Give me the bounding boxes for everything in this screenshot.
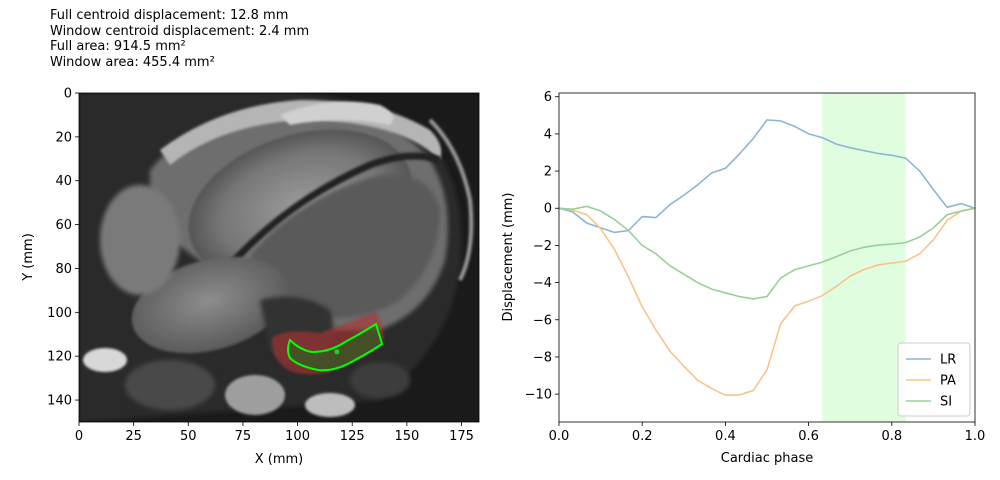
image-y-tick-label: 140 — [47, 394, 72, 409]
plot-x-tick-label: 0.0 — [549, 429, 570, 444]
image-y-tick-label: 120 — [47, 350, 72, 365]
image-y-axis-label: Y (mm) — [21, 233, 36, 282]
legend-label-lr: LR — [940, 353, 956, 368]
image-y-tick-label: 0 — [64, 87, 72, 102]
series-line-pa — [558, 207, 976, 396]
full-area-text: Full area: 914.5 mm² — [50, 39, 186, 54]
plot-x-tick-label: 0.8 — [881, 429, 902, 444]
displacement-plot — [558, 93, 976, 422]
image-x-axis-label: X (mm) — [255, 452, 304, 467]
metrics-text-block: Full centroid displacement: 12.8 mm Wind… — [50, 8, 309, 70]
plot-x-tick-label: 0.2 — [632, 429, 653, 444]
plot-y-tick-label: 0 — [544, 202, 552, 217]
series-line-si — [558, 205, 976, 300]
image-x-tick-label: 125 — [340, 429, 365, 444]
series-line-lr — [558, 119, 976, 234]
plot-x-tick-label: 0.4 — [715, 429, 736, 444]
centroid-marker — [334, 349, 340, 355]
legend: LR PA SI — [897, 342, 971, 417]
plot-x-tick-label: 1.0 — [965, 429, 986, 444]
plot-y-tick-label: −2 — [533, 239, 552, 254]
plot-y-axis-label: Displacement (mm) — [501, 193, 516, 322]
image-axes-frame — [78, 92, 480, 423]
legend-label-pa: PA — [940, 374, 956, 389]
image-axes-ticks: 0 25 50 75 100 125 150 175 0 20 40 60 80 100 120 140 — [47, 87, 474, 445]
plot-y-tick-label: 2 — [544, 165, 552, 180]
image-y-tick-label: 40 — [55, 174, 72, 189]
plot-axes-frame — [558, 92, 976, 423]
full-centroid-displacement-text: Full centroid displacement: 12.8 mm — [50, 8, 289, 23]
image-x-tick-label: 150 — [394, 429, 419, 444]
plot-y-tick-label: −4 — [533, 276, 552, 291]
plot-x-tick-label: 0.6 — [798, 429, 819, 444]
window-contour — [287, 322, 384, 372]
image-y-tick-label: 20 — [55, 130, 72, 145]
legend-box — [897, 342, 971, 417]
plot-y-tick-label: 6 — [544, 90, 552, 105]
mri-image-panel — [79, 93, 479, 422]
plot-y-tick-label: −8 — [533, 350, 552, 365]
plot-y-tick-label: −6 — [533, 313, 552, 328]
image-x-tick-label: 75 — [235, 429, 252, 444]
plot-y-tick-label: 4 — [544, 127, 552, 142]
image-y-tick-label: 60 — [55, 218, 72, 233]
plot-axes-ticks: 0.0 0.2 0.4 0.6 0.8 1.0 −10 −8 −6 −4 −2 0 2 4 6 — [525, 90, 986, 444]
image-y-tick-label: 80 — [55, 262, 72, 277]
legend-label-si: SI — [940, 395, 952, 410]
image-x-tick-label: 175 — [449, 429, 474, 444]
image-x-tick-label: 100 — [285, 429, 310, 444]
image-x-tick-label: 25 — [125, 429, 142, 444]
plot-x-axis-label: Cardiac phase — [721, 451, 814, 466]
image-y-tick-label: 100 — [47, 306, 72, 321]
window-centroid-displacement-text: Window centroid displacement: 2.4 mm — [50, 23, 310, 39]
image-x-tick-label: 0 — [75, 429, 83, 444]
window-area-text: Window area: 455.4 mm² — [50, 54, 215, 70]
image-x-tick-label: 50 — [180, 429, 197, 444]
plot-y-tick-label: −10 — [525, 388, 552, 403]
